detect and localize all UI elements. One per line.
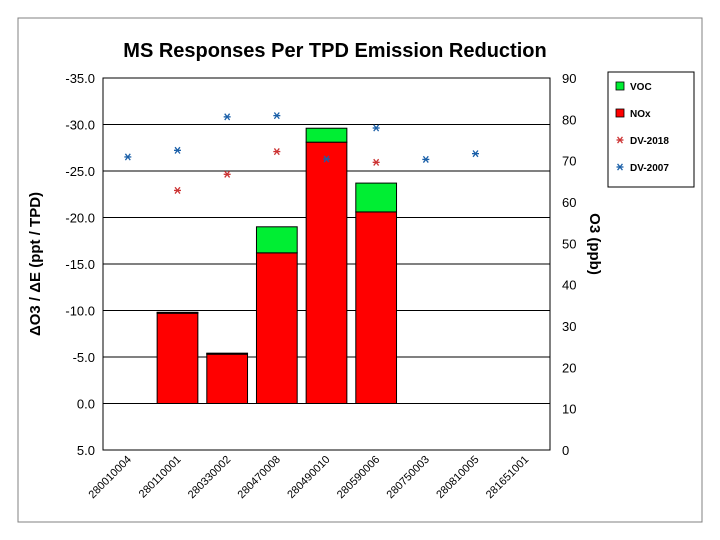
- left-tick-label: -25.0: [65, 164, 95, 179]
- marker-dv-2018: [223, 170, 231, 178]
- bar-nox: [355, 211, 398, 404]
- right-tick-label: 10: [562, 402, 576, 417]
- right-tick-label: 70: [562, 154, 576, 169]
- marker-dv-2007: [372, 124, 380, 132]
- left-tick-label: 0.0: [77, 397, 95, 412]
- marker-dv-2007: [273, 112, 281, 120]
- legend-label-nox: NOx: [630, 109, 651, 120]
- left-tick-label: -10.0: [65, 304, 95, 319]
- marker-dv-2018: [372, 158, 380, 166]
- bar-voc: [355, 182, 398, 213]
- left-tick-label: -35.0: [65, 71, 95, 86]
- legend-box: [607, 71, 695, 188]
- bar-nox: [206, 352, 249, 404]
- chart-title: MS Responses Per TPD Emission Reduction: [123, 40, 546, 62]
- legend-swatch-nox: [615, 108, 625, 118]
- left-tick-label: -30.0: [65, 118, 95, 133]
- legend-label-voc: VOC: [630, 82, 652, 93]
- right-tick-label: 50: [562, 236, 576, 251]
- marker-dv-2007: [174, 146, 181, 154]
- left-tick-label: -5.0: [73, 350, 95, 365]
- legend-label-dv-2018: DV-2018: [630, 136, 669, 147]
- markers: [124, 112, 479, 194]
- left-tick-label: 5.0: [77, 443, 95, 458]
- right-tick-label: 30: [562, 319, 576, 334]
- right-tick-label: 20: [562, 360, 576, 375]
- marker-dv-2007: [422, 155, 430, 163]
- bar-voc: [255, 226, 298, 254]
- right-tick-label: 40: [562, 278, 576, 293]
- marker-dv-2018: [273, 148, 281, 156]
- marker-dv-2007: [223, 113, 231, 121]
- right-tick-label: 60: [562, 195, 576, 210]
- left-axis-ticks: -35.0 -30.0 -25.0 -20.0 -15.0 -10.0 -5.0 0.0 5.0: [65, 71, 95, 458]
- legend-swatch-voc: [615, 81, 625, 91]
- bar-nox: [305, 141, 348, 404]
- bar-voc: [206, 352, 249, 355]
- right-tick-label: 0: [562, 443, 569, 458]
- marker-dv-2007: [124, 153, 132, 161]
- bar-nox: [156, 311, 199, 404]
- legend-marker-dv-2018: [616, 136, 624, 144]
- right-axis-ticks: 0 10 20 30 40 50 60 70 80 90: [562, 71, 576, 458]
- legend: VOC NOx DV-2018 DV-2007: [607, 71, 695, 188]
- bar-voc: [156, 311, 199, 314]
- right-tick-label: 90: [562, 71, 576, 86]
- legend-label-dv-2007: DV-2007: [630, 163, 669, 174]
- right-axis-label: O3 (ppb): [586, 213, 603, 275]
- left-tick-label: -15.0: [65, 257, 95, 272]
- bar-voc: [305, 127, 348, 143]
- marker-dv-2007: [323, 155, 330, 163]
- left-axis-label: ΔO3 / ΔE (ppt / TPD): [27, 192, 44, 336]
- marker-dv-2018: [174, 186, 181, 194]
- right-tick-label: 80: [562, 112, 576, 127]
- marker-dv-2007: [472, 150, 479, 158]
- legend-marker-dv-2007: [616, 163, 624, 171]
- bar-nox: [255, 252, 298, 404]
- plot-area: [102, 77, 551, 451]
- left-tick-label: -20.0: [65, 211, 95, 226]
- bars: [156, 127, 398, 404]
